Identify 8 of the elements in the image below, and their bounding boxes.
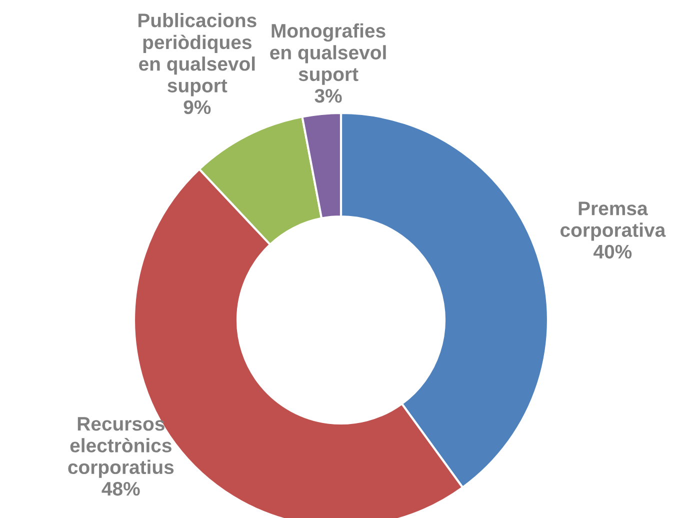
data-label: 40%: [594, 244, 632, 259]
data-label: 3%: [314, 88, 342, 103]
slice-label: Premsa corporativa: [560, 202, 666, 241]
data-label: 48%: [102, 482, 140, 496]
slice-label: Publicacions periòdiques en qualsevol suport: [138, 13, 256, 96]
slice-label: Monografies en qualsevol suport: [270, 23, 386, 85]
data-label: 9%: [184, 100, 211, 114]
slice-label: Recursos electrònics corporatius: [68, 417, 174, 478]
